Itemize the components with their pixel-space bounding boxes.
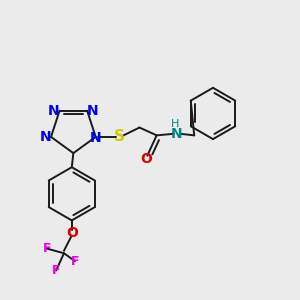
Text: O: O	[66, 226, 78, 240]
Text: S: S	[114, 129, 124, 144]
Text: N: N	[87, 104, 99, 118]
Text: F: F	[71, 255, 79, 268]
Text: N: N	[48, 104, 60, 118]
Text: F: F	[52, 264, 60, 277]
Text: N: N	[171, 127, 183, 141]
Text: N: N	[40, 130, 51, 144]
Text: O: O	[140, 152, 152, 166]
Text: F: F	[43, 242, 51, 255]
Text: H: H	[171, 119, 180, 129]
Text: N: N	[90, 131, 101, 146]
